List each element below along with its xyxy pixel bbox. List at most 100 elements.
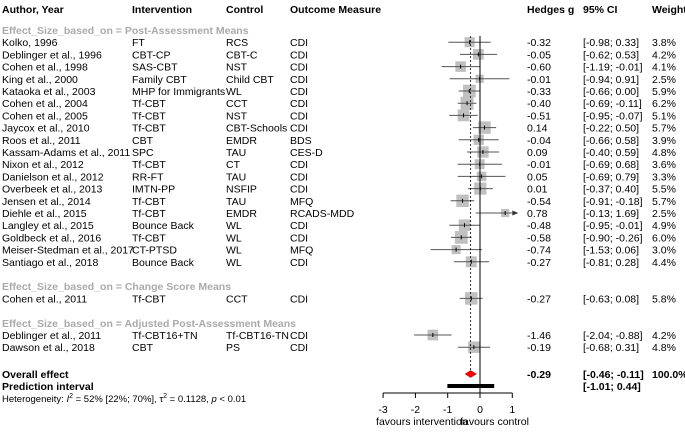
heterogeneity-text: Heterogeneity: I2 = 52% [22%; 70%], τ2 =… [2, 393, 246, 405]
study-control: EMDR [226, 135, 257, 147]
p-value: < 0.01 [217, 394, 246, 405]
column-header-ci: 95% CI [583, 4, 618, 16]
study-outcome: RCADS-MDD [290, 208, 355, 220]
study-outcome: CDI [290, 171, 308, 183]
study-author: Deblinger et al., 1996 [2, 49, 102, 61]
superscript: 2 [163, 393, 167, 400]
overall-diamond [464, 370, 477, 378]
study-control: CCT [226, 98, 248, 110]
study-hedges-g: -0.05 [527, 49, 551, 61]
study-hedges-g: -0.27 [527, 257, 551, 269]
tau-symbol: τ [159, 394, 163, 405]
study-control: PS [226, 342, 240, 354]
study-ci: [-1.53; 0.06] [583, 245, 639, 257]
study-weight: 5.7% [652, 123, 676, 135]
study-outcome: CDI [290, 330, 308, 342]
study-ci: [-0.66; 0.58] [583, 135, 639, 147]
study-hedges-g: -0.48 [527, 220, 551, 232]
study-author: Cohen et al., 2011 [2, 293, 87, 305]
x-tick-label: 1 [509, 404, 515, 416]
study-control: WL [226, 86, 242, 98]
study-ci: [-2.04; -0.88] [583, 330, 643, 342]
column-header-outcome: Outcome Measure [290, 4, 381, 16]
study-author: Jaycox et al., 2010 [2, 123, 90, 135]
overall-hedges-g: -0.29 [527, 369, 551, 381]
study-weight: 3.0% [652, 245, 676, 257]
study-author: Kataoka et al., 2003 [2, 86, 96, 98]
study-weight: 2.5% [652, 74, 676, 86]
study-intervention: CBT-CP [132, 49, 171, 61]
study-intervention: IMTN-PP [132, 184, 175, 196]
study-outcome: CDI [290, 49, 308, 61]
favours-control-label: favours control [460, 416, 529, 428]
study-ci: [-0.81; 0.28] [583, 257, 639, 269]
study-author: Overbeek et al., 2013 [2, 184, 103, 196]
study-intervention: Tf-CBT [132, 208, 166, 220]
x-tick-label: 0 [477, 404, 483, 416]
overall-effect-label: Overall effect [2, 369, 69, 381]
study-author: Deblinger et al., 2011 [2, 330, 101, 342]
prediction-interval-label: Prediction interval [2, 381, 94, 393]
study-outcome: BDS [290, 135, 312, 147]
study-outcome: CDI [290, 220, 308, 232]
study-weight: 6.2% [652, 98, 676, 110]
study-intervention: Bounce Back [132, 257, 195, 269]
study-ci: [-0.90; -0.26] [583, 232, 643, 244]
study-author: Goldbeck et al., 2016 [2, 232, 101, 244]
study-hedges-g: 0.01 [527, 184, 548, 196]
study-intervention: Tf-CBT [132, 159, 166, 171]
study-ci: [-0.98; 0.33] [583, 37, 639, 49]
i2-value: = 52% [22%; 70%], [73, 394, 159, 405]
study-intervention: FT [132, 37, 145, 49]
study-intervention: MHP for Immigrants [132, 86, 225, 98]
column-header-author: Author, Year [2, 4, 64, 16]
study-author: Danielson et al., 2012 [2, 171, 104, 183]
study-intervention: Tf-CBT [132, 123, 166, 135]
study-outcome: CDI [290, 37, 308, 49]
study-hedges-g: -0.32 [527, 37, 551, 49]
study-control: CBT-C [226, 49, 258, 61]
study-hedges-g: -0.01 [527, 74, 551, 86]
study-author: Nixon et al., 2012 [2, 159, 84, 171]
study-control: CT [226, 159, 241, 171]
study-author: King et al., 2000 [2, 74, 78, 86]
study-control: WL [226, 245, 242, 257]
study-outcome: CDI [290, 257, 308, 269]
study-intervention: Family CBT [132, 74, 187, 86]
study-outcome: CDI [290, 293, 308, 305]
study-control: NST [226, 110, 248, 122]
study-ci: [-0.40; 0.59] [583, 147, 639, 159]
study-ci: [-0.69; 0.68] [583, 159, 639, 171]
study-control: EMDR [226, 208, 257, 220]
study-control: WL [226, 232, 242, 244]
study-control: WL [226, 220, 242, 232]
study-weight: 4.8% [652, 147, 676, 159]
study-intervention: Tf-CBT [132, 110, 166, 122]
study-ci: [-0.91; -0.18] [583, 196, 643, 208]
study-outcome: CES-D [290, 147, 323, 159]
subgroup-label: Effect_Size_based_on = Change Score Mean… [2, 281, 231, 293]
study-weight: 3.8% [652, 37, 676, 49]
study-intervention: Tf-CBT [132, 232, 166, 244]
study-weight: 6.0% [652, 232, 676, 244]
subgroup-label: Effect_Size_based_on = Post-Assessment M… [2, 25, 249, 37]
study-author: Cohen et al., 2004 [2, 98, 88, 110]
study-weight: 4.8% [652, 342, 676, 354]
x-tick-label: -1 [443, 404, 452, 416]
study-author: Santiago et al., 2018 [2, 257, 98, 269]
study-intervention: CBT [132, 135, 154, 147]
heterogeneity-prefix: Heterogeneity: [2, 394, 66, 405]
study-control: WL [226, 257, 242, 269]
study-weight: 4.2% [652, 49, 676, 61]
study-ci: [-0.13; 1.69] [583, 208, 639, 220]
study-ci: [-0.62; 0.53] [583, 49, 639, 61]
study-author: Dawson et al., 2018 [2, 342, 95, 354]
study-control: TAU [226, 196, 246, 208]
study-author: Cohen et al., 2005 [2, 110, 88, 122]
study-weight: 4.1% [652, 62, 676, 74]
study-author: Kolko, 1996 [2, 37, 58, 49]
prediction-ci: [-1.01; 0.44] [583, 381, 641, 393]
overall-weight: 100.0% [652, 369, 685, 381]
study-outcome: CDI [290, 159, 308, 171]
